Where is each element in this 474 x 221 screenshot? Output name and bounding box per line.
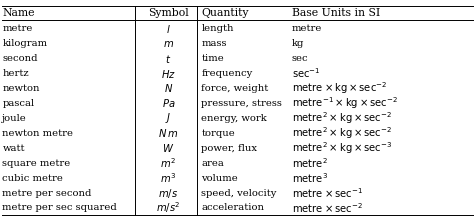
Text: metre: metre (2, 24, 33, 33)
Text: Symbol: Symbol (148, 8, 189, 18)
Text: speed, velocity: speed, velocity (201, 189, 277, 198)
Text: $\mathrm{metre} \times \mathrm{sec}^{-2}$: $\mathrm{metre} \times \mathrm{sec}^{-2}… (292, 201, 363, 215)
Text: square metre: square metre (2, 159, 71, 168)
Text: cubic metre: cubic metre (2, 173, 63, 183)
Text: joule: joule (2, 114, 27, 123)
Text: kilogram: kilogram (2, 39, 47, 48)
Text: $\mathrm{metre}^{2} \times \mathrm{kg} \times \mathrm{sec}^{-3}$: $\mathrm{metre}^{2} \times \mathrm{kg} \… (292, 140, 392, 156)
Text: Quantity: Quantity (201, 8, 249, 18)
Text: metre per sec squared: metre per sec squared (2, 204, 117, 212)
Text: power, flux: power, flux (201, 144, 257, 153)
Text: watt: watt (2, 144, 25, 153)
Text: pressure, stress: pressure, stress (201, 99, 283, 108)
Text: volume: volume (201, 173, 238, 183)
Text: kg: kg (292, 39, 304, 48)
Text: newton metre: newton metre (2, 129, 73, 138)
Text: $m/s$: $m/s$ (158, 187, 178, 200)
Text: $m$: $m$ (163, 39, 174, 49)
Text: newton: newton (2, 84, 40, 93)
Text: pascal: pascal (2, 99, 35, 108)
Text: energy, work: energy, work (201, 114, 267, 123)
Text: length: length (201, 24, 234, 33)
Text: sec: sec (292, 54, 308, 63)
Text: $\mathrm{metre}^{2} \times \mathrm{kg} \times \mathrm{sec}^{-2}$: $\mathrm{metre}^{2} \times \mathrm{kg} \… (292, 110, 392, 126)
Text: metre per second: metre per second (2, 189, 92, 198)
Text: $\mathrm{metre} \times \mathrm{sec}^{-1}$: $\mathrm{metre} \times \mathrm{sec}^{-1}… (292, 186, 363, 200)
Text: second: second (2, 54, 38, 63)
Text: $Hz$: $Hz$ (161, 67, 176, 80)
Text: $W$: $W$ (162, 142, 174, 154)
Text: $N\,m$: $N\,m$ (158, 127, 178, 139)
Text: $\mathrm{metre} \times \mathrm{kg} \times \mathrm{sec}^{-2}$: $\mathrm{metre} \times \mathrm{kg} \time… (292, 80, 387, 96)
Text: time: time (201, 54, 224, 63)
Text: $m^{3}$: $m^{3}$ (160, 171, 176, 185)
Text: $t$: $t$ (165, 53, 172, 65)
Text: Name: Name (2, 8, 35, 18)
Text: $\mathrm{metre}^{3}$: $\mathrm{metre}^{3}$ (292, 171, 328, 185)
Text: $J$: $J$ (165, 111, 172, 125)
Text: $m^{2}$: $m^{2}$ (160, 156, 176, 170)
Text: mass: mass (201, 39, 227, 48)
Text: area: area (201, 159, 224, 168)
Text: hertz: hertz (2, 69, 29, 78)
Text: $m/s^{2}$: $m/s^{2}$ (156, 201, 181, 215)
Text: $\mathrm{sec}^{-1}$: $\mathrm{sec}^{-1}$ (292, 67, 320, 80)
Text: acceleration: acceleration (201, 204, 264, 212)
Text: $\mathrm{metre}^{-1} \times \mathrm{kg} \times \mathrm{sec}^{-2}$: $\mathrm{metre}^{-1} \times \mathrm{kg} … (292, 95, 398, 111)
Text: Base Units in SI: Base Units in SI (292, 8, 380, 18)
Text: frequency: frequency (201, 69, 253, 78)
Text: $Pa$: $Pa$ (162, 97, 175, 109)
Text: $l$: $l$ (166, 23, 171, 35)
Text: $\mathrm{metre}^{2}$: $\mathrm{metre}^{2}$ (292, 156, 328, 170)
Text: metre: metre (292, 24, 322, 33)
Text: $N$: $N$ (164, 82, 173, 94)
Text: force, weight: force, weight (201, 84, 269, 93)
Text: torque: torque (201, 129, 235, 138)
Text: $\mathrm{metre}^{2} \times \mathrm{kg} \times \mathrm{sec}^{-2}$: $\mathrm{metre}^{2} \times \mathrm{kg} \… (292, 125, 392, 141)
